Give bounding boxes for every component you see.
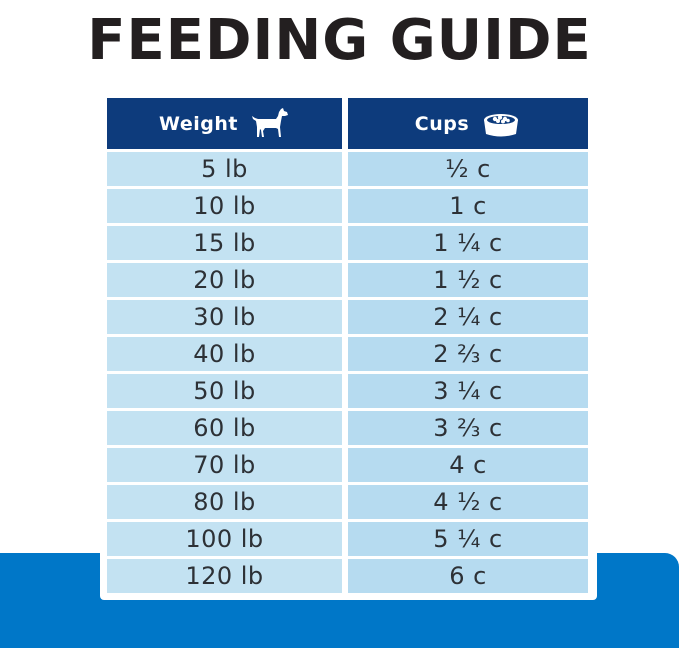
weight-cell: 70 lb <box>107 448 342 485</box>
dog-icon <box>250 107 290 141</box>
table-row: 40 lb 2 ⅔ c <box>107 337 588 374</box>
weight-cell: 80 lb <box>107 485 342 522</box>
table-row: 5 lb ½ c <box>107 152 588 189</box>
table-row: 60 lb 3 ⅔ c <box>107 411 588 448</box>
table-row: 100 lb 5 ¼ c <box>107 522 588 559</box>
cups-cell: 4 c <box>348 448 588 485</box>
weight-cell: 40 lb <box>107 337 342 374</box>
weight-cell: 20 lb <box>107 263 342 300</box>
weight-cell: 10 lb <box>107 189 342 226</box>
cups-cell: 1 ¼ c <box>348 226 588 263</box>
weight-cell: 60 lb <box>107 411 342 448</box>
header-weight: Weight <box>107 98 342 149</box>
table-row: 70 lb 4 c <box>107 448 588 485</box>
table-row: 10 lb 1 c <box>107 189 588 226</box>
food-bowl-icon <box>481 110 521 138</box>
cups-cell: 2 ⅔ c <box>348 337 588 374</box>
cups-cell: 3 ⅔ c <box>348 411 588 448</box>
table-row: 20 lb 1 ½ c <box>107 263 588 300</box>
weight-cell: 5 lb <box>107 152 342 189</box>
table-header-row: Weight Cups <box>107 98 588 149</box>
weight-cell: 30 lb <box>107 300 342 337</box>
cups-cell: ½ c <box>348 152 588 189</box>
cups-cell: 4 ½ c <box>348 485 588 522</box>
cups-cell: 1 ½ c <box>348 263 588 300</box>
feeding-table: Weight Cups <box>107 98 588 596</box>
cups-cell: 3 ¼ c <box>348 374 588 411</box>
header-weight-label: Weight <box>159 112 238 135</box>
table-row: 15 lb 1 ¼ c <box>107 226 588 263</box>
table-row: 30 lb 2 ¼ c <box>107 300 588 337</box>
cups-cell: 2 ¼ c <box>348 300 588 337</box>
table-row: 120 lb 6 c <box>107 559 588 596</box>
table-row: 80 lb 4 ½ c <box>107 485 588 522</box>
weight-cell: 15 lb <box>107 226 342 263</box>
header-cups: Cups <box>348 98 588 149</box>
page-title: FEEDING GUIDE <box>87 8 592 73</box>
table-row: 50 lb 3 ¼ c <box>107 374 588 411</box>
cups-cell: 6 c <box>348 559 588 596</box>
weight-cell: 50 lb <box>107 374 342 411</box>
cups-cell: 1 c <box>348 189 588 226</box>
weight-cell: 100 lb <box>107 522 342 559</box>
weight-cell: 120 lb <box>107 559 342 596</box>
cups-cell: 5 ¼ c <box>348 522 588 559</box>
header-cups-label: Cups <box>414 112 470 135</box>
